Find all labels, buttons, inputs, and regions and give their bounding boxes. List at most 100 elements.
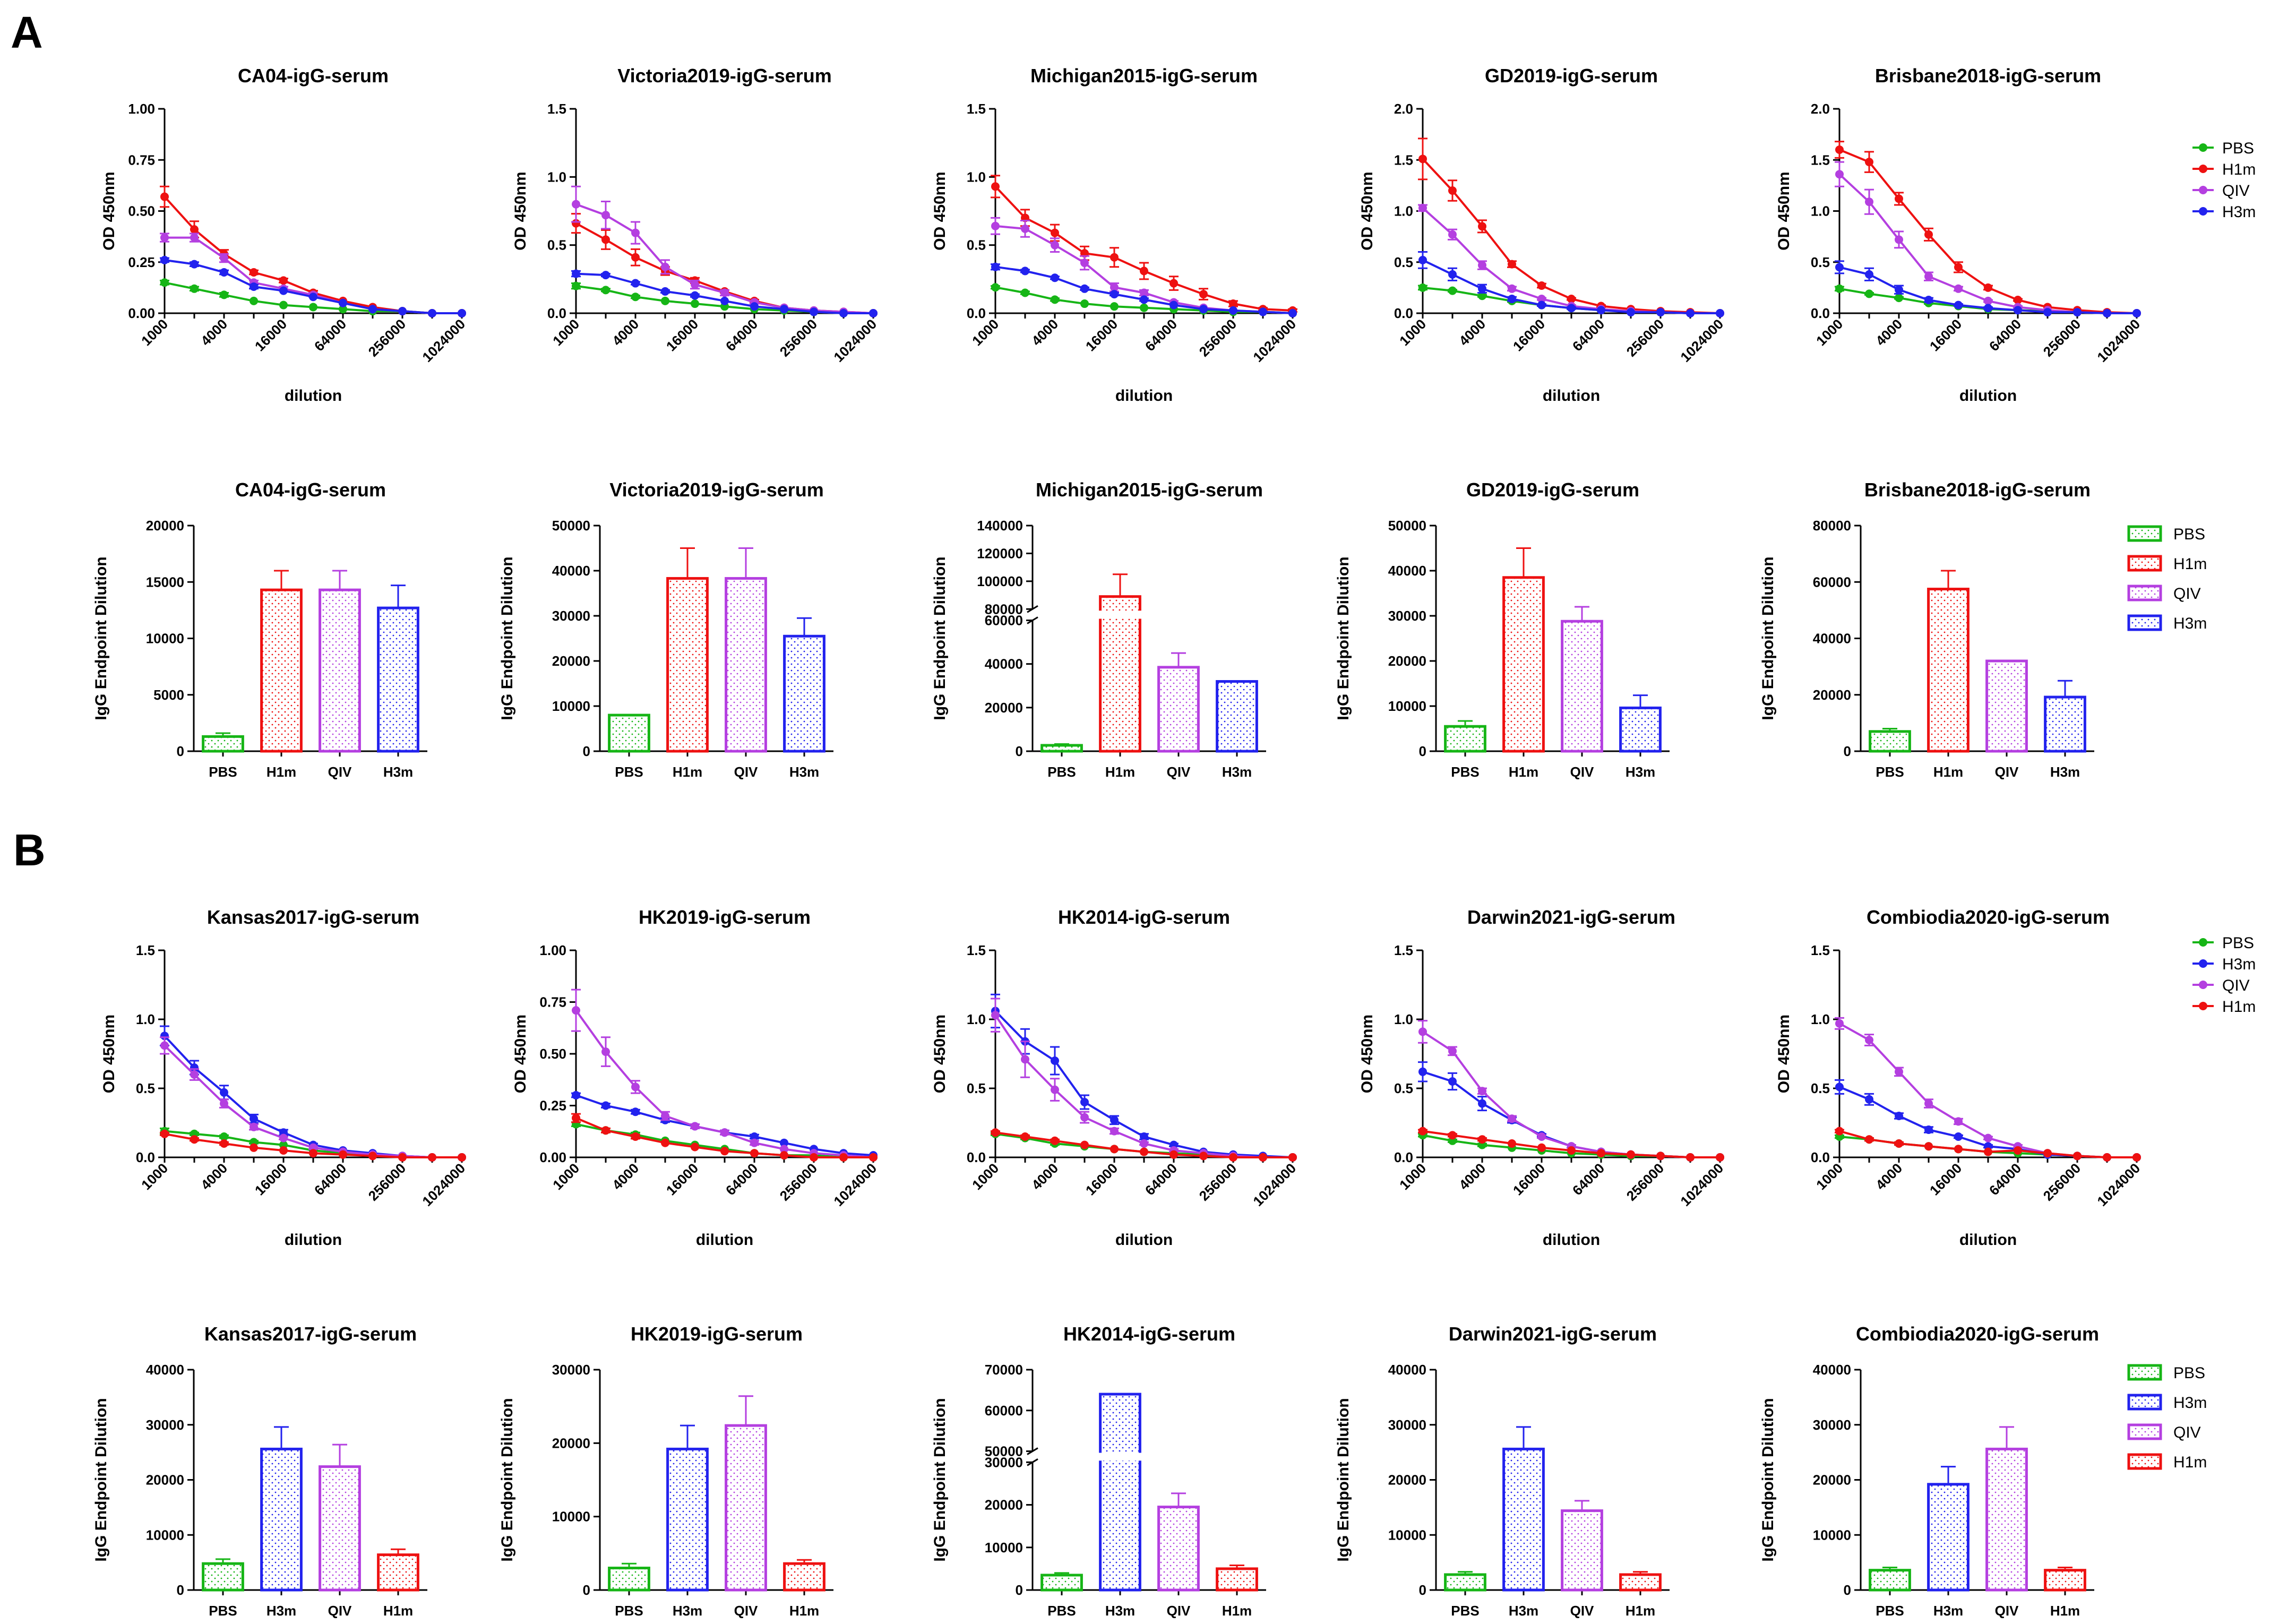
data-point bbox=[1110, 1145, 1119, 1154]
data-point bbox=[398, 1153, 407, 1162]
data-point bbox=[691, 1122, 699, 1131]
data-point bbox=[190, 233, 199, 242]
data-point bbox=[1865, 197, 1873, 207]
y-tick-label: 0.25 bbox=[539, 1098, 566, 1114]
data-point bbox=[1567, 1146, 1576, 1155]
y-tick-label: 0.5 bbox=[547, 237, 566, 253]
bar-H3m bbox=[1927, 1483, 1970, 1592]
data-point bbox=[250, 1143, 258, 1152]
data-point bbox=[1140, 288, 1148, 297]
data-point bbox=[1448, 270, 1457, 279]
x-axis-label: dilution bbox=[1115, 387, 1173, 405]
data-point bbox=[1199, 305, 1208, 314]
y-tick-label: 10000 bbox=[985, 1540, 1023, 1556]
data-point bbox=[720, 1147, 729, 1156]
bar-QIV bbox=[1157, 1506, 1200, 1592]
data-point bbox=[572, 281, 580, 290]
bar-H1m bbox=[1216, 1567, 1258, 1592]
data-point bbox=[1418, 203, 1427, 212]
data-point bbox=[309, 1149, 317, 1158]
data-point bbox=[720, 296, 729, 305]
y-tick-label: 30000 bbox=[1388, 1417, 1426, 1433]
bar-H3m bbox=[260, 1447, 303, 1592]
x-tick-label: 16000 bbox=[663, 1160, 701, 1198]
x-axis-label: dilution bbox=[1543, 1231, 1600, 1249]
chart-9: Brisbane2018-igG-serum IgG Endpoint Dilut… bbox=[1759, 479, 2094, 780]
category-label: QIV bbox=[1167, 1603, 1191, 1619]
legend-swatch bbox=[2127, 525, 2162, 542]
y-axis-label: OD 450nm bbox=[1775, 1015, 1793, 1093]
x-tick-label: 16000 bbox=[252, 316, 290, 354]
data-point bbox=[1418, 1027, 1427, 1036]
data-point bbox=[1924, 230, 1933, 239]
y-tick-label: 0 bbox=[583, 743, 590, 759]
x-tick-label: 16000 bbox=[1927, 316, 1965, 354]
legend-label: H3m bbox=[2222, 956, 2256, 973]
y-tick-label: 0 bbox=[1419, 1582, 1426, 1598]
data-point bbox=[1895, 235, 1903, 244]
data-point bbox=[839, 309, 848, 317]
data-point bbox=[1051, 273, 1059, 282]
bar-H1m bbox=[783, 1562, 825, 1592]
bar-PBS bbox=[202, 1562, 244, 1592]
data-point bbox=[780, 305, 788, 314]
data-point bbox=[1110, 1127, 1119, 1136]
data-point bbox=[631, 1132, 640, 1141]
x-tick-label: 1024000 bbox=[2094, 1160, 2143, 1209]
chart-6: Victoria2019-igG-serum IgG Endpoint Dilut… bbox=[498, 479, 833, 780]
x-tick-label: 4000 bbox=[197, 1160, 230, 1193]
y-tick-label: 5000 bbox=[153, 687, 184, 703]
y-tick-label: 30000 bbox=[1813, 1417, 1851, 1433]
chart-15: Kansas2017-igG-serum IgG Endpoint Dilutio… bbox=[92, 1323, 427, 1619]
x-tick-label: 16000 bbox=[1082, 316, 1121, 354]
category-label: H3m bbox=[1626, 764, 1655, 780]
y-tick-label: 1.5 bbox=[967, 942, 986, 958]
data-point bbox=[780, 1151, 788, 1160]
y-tick-label: 0.50 bbox=[539, 1046, 566, 1062]
data-point bbox=[1110, 290, 1119, 299]
y-axis-label: IgG Endpoint Dilution bbox=[1335, 556, 1352, 720]
data-point bbox=[1169, 279, 1178, 288]
data-point bbox=[601, 1126, 610, 1135]
x-axis-label: dilution bbox=[285, 387, 342, 405]
category-label: H3m bbox=[1509, 1603, 1538, 1619]
y-tick-label: 60000 bbox=[985, 1403, 1023, 1419]
x-tick-label: 1024000 bbox=[1677, 316, 1726, 365]
category-label: H3m bbox=[1105, 1603, 1135, 1619]
category-label: PBS bbox=[615, 1603, 643, 1619]
data-point bbox=[1080, 1113, 1089, 1122]
category-label: H1m bbox=[383, 1603, 413, 1619]
category-label: H1m bbox=[1105, 764, 1135, 780]
panel-label-a: A bbox=[11, 7, 43, 57]
data-point bbox=[1080, 1140, 1089, 1149]
data-point bbox=[1984, 1147, 1992, 1156]
chart-title: HK2014-igG-serum bbox=[1058, 906, 1230, 928]
legend-swatch bbox=[2127, 555, 2162, 572]
bar-H1m bbox=[1099, 595, 1141, 753]
chart-3: GD2019-igG-serum OD 450nm dilution 0.0 0.5 1.… bbox=[1358, 65, 1726, 405]
data-point bbox=[572, 1113, 580, 1122]
data-point bbox=[750, 1149, 759, 1158]
x-tick-label: 256000 bbox=[365, 316, 409, 360]
data-point bbox=[1478, 284, 1486, 293]
y-tick-label: 50000 bbox=[985, 1443, 1023, 1459]
data-point bbox=[1567, 295, 1576, 304]
data-point bbox=[1895, 1067, 1903, 1076]
data-point bbox=[869, 1153, 878, 1162]
x-tick-label: 4000 bbox=[609, 1160, 642, 1193]
data-point bbox=[1051, 240, 1059, 250]
y-tick-label: 50000 bbox=[552, 518, 590, 534]
data-point bbox=[2043, 308, 2052, 317]
data-point bbox=[1229, 306, 1237, 315]
data-point bbox=[1865, 1095, 1873, 1104]
x-tick-label: 4000 bbox=[1028, 316, 1061, 349]
data-point bbox=[601, 235, 610, 244]
y-tick-label: 80000 bbox=[985, 601, 1023, 617]
chart-title: Michigan2015-igG-serum bbox=[1036, 479, 1263, 501]
data-point bbox=[1021, 224, 1029, 233]
data-point bbox=[1051, 228, 1059, 237]
bar-QIV bbox=[1561, 620, 1603, 753]
data-point bbox=[869, 309, 878, 317]
category-label: QIV bbox=[1995, 1603, 2019, 1619]
data-point bbox=[691, 299, 699, 308]
